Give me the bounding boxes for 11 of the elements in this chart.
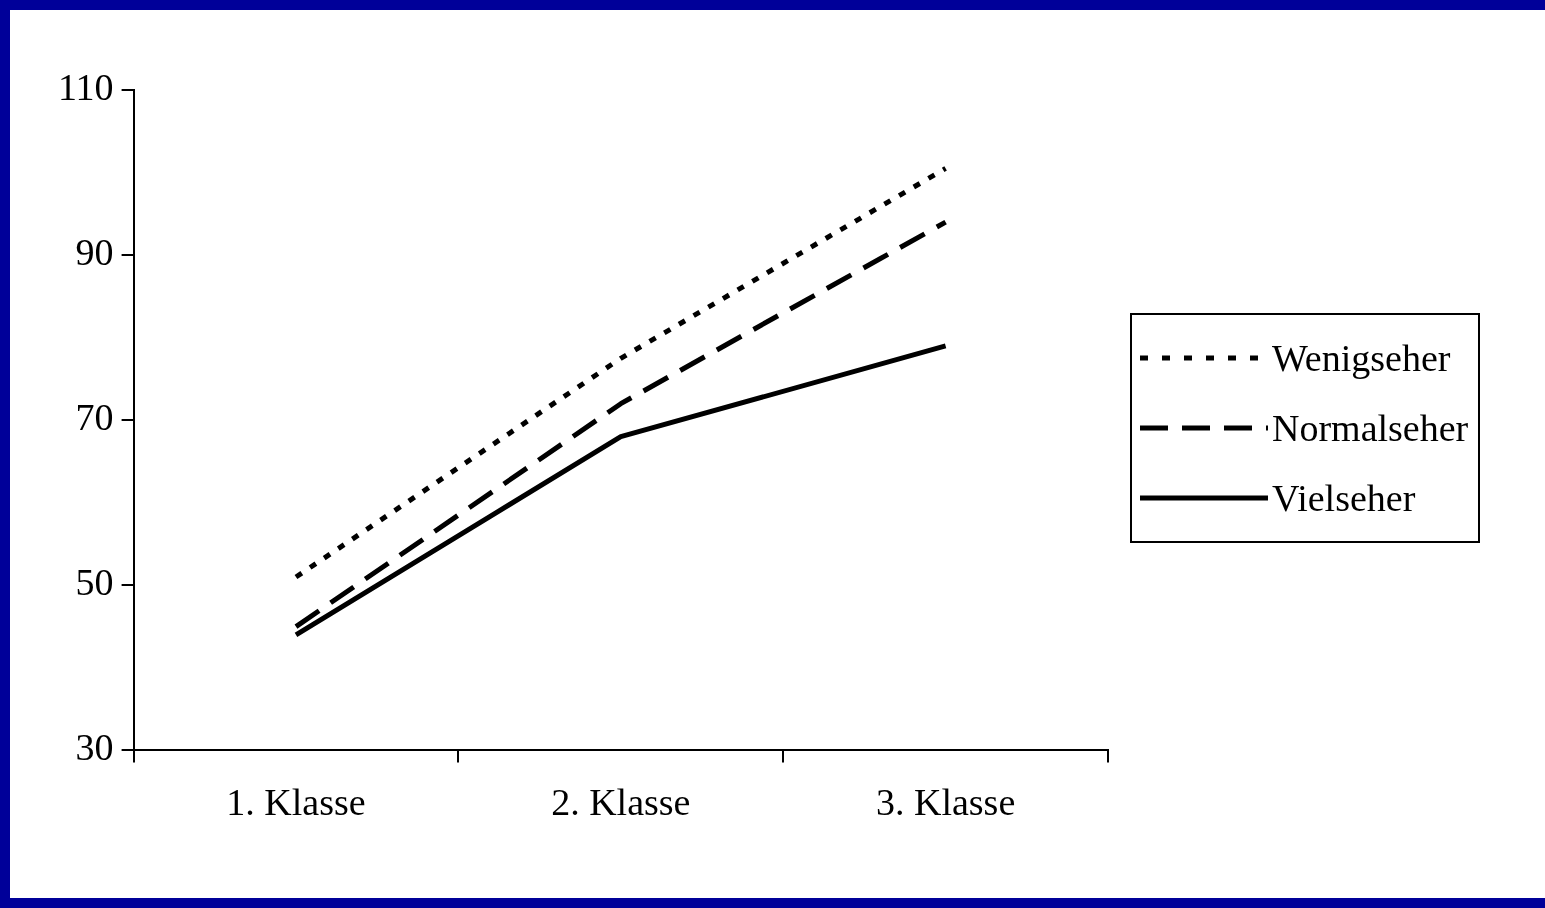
x-tick-label: 2. Klasse (551, 781, 691, 824)
y-tick-label: 50 (75, 561, 114, 604)
legend-label: Vielseher (1272, 476, 1416, 520)
y-tick-label: 30 (75, 726, 114, 769)
y-tick-label: 90 (75, 231, 114, 274)
x-tick-label: 1. Klasse (226, 781, 366, 824)
legend-label: Wenigseher (1272, 336, 1451, 380)
y-tick-label: 110 (58, 65, 114, 108)
x-tick-label: 3. Klasse (875, 781, 1016, 824)
legend-label: Normalseher (1272, 406, 1469, 450)
y-tick-label: 70 (75, 396, 114, 439)
